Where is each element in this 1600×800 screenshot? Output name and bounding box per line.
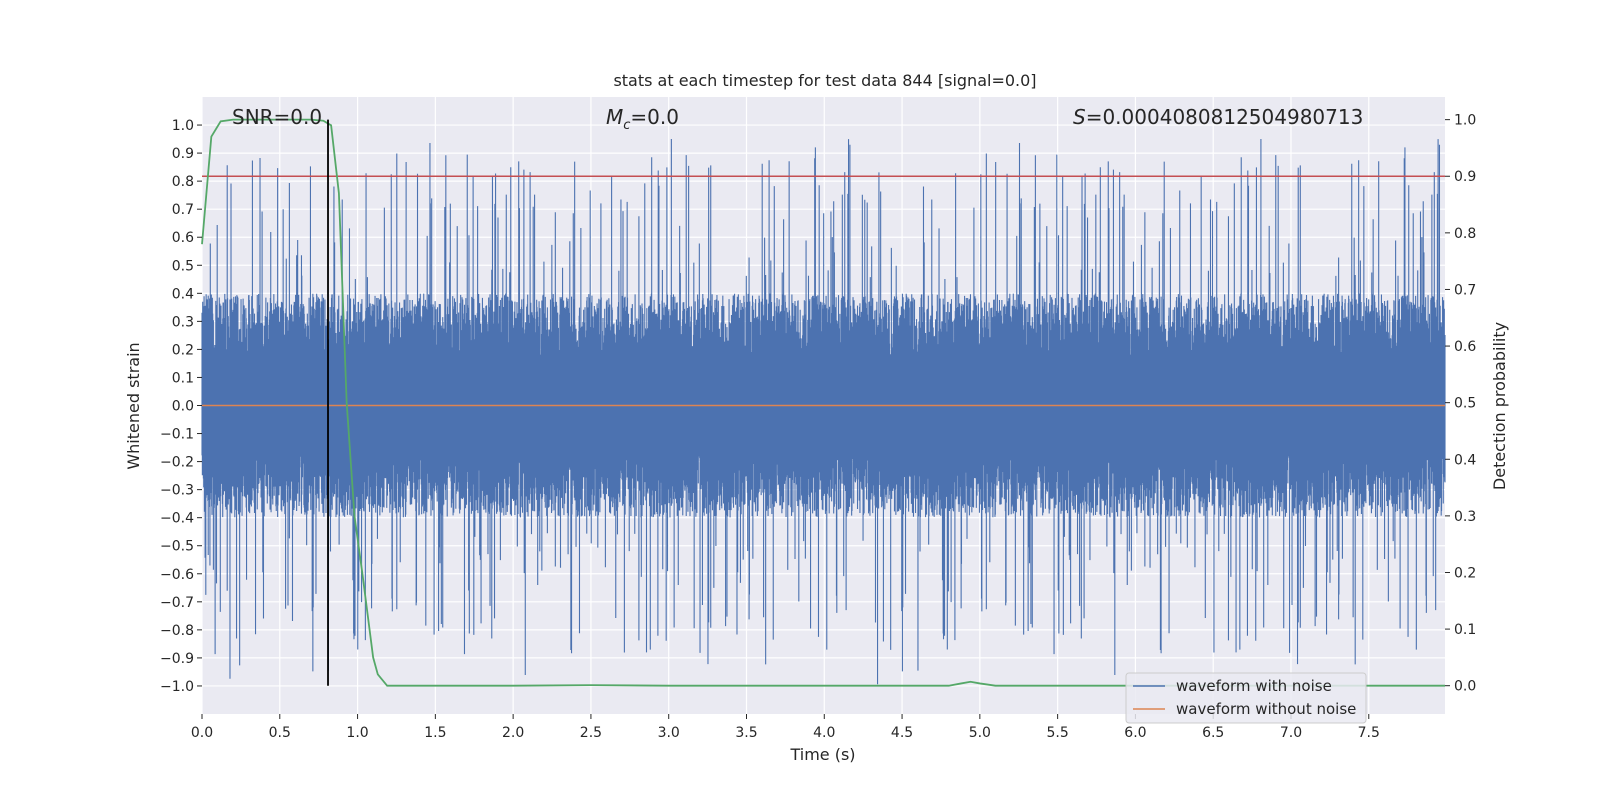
x-tick-label: 0.0 <box>191 725 213 741</box>
y-tick-label: −0.4 <box>160 511 194 527</box>
x-tick-label: 4.0 <box>813 725 835 741</box>
y-tick-label: −0.7 <box>160 595 194 611</box>
y2-axis-ticks: 1.0 0.9 0.8 0.7 0.6 0.5 0.4 0.3 0.2 0.1 0.0 <box>1445 113 1476 695</box>
y2-tick-label: 0.7 <box>1454 282 1476 298</box>
x-tick-label: 2.0 <box>502 725 524 741</box>
legend-label-noise: waveform with noise <box>1176 677 1332 695</box>
y-tick-label: 0.0 <box>172 399 194 415</box>
y2-tick-label: 0.9 <box>1454 169 1476 185</box>
chirp-mass-subscript: c <box>623 118 630 133</box>
y-tick-label: −0.9 <box>160 651 194 667</box>
y-tick-label: 0.5 <box>172 258 194 274</box>
x-tick-label: 5.0 <box>969 725 991 741</box>
y2-tick-label: 0.6 <box>1454 339 1476 355</box>
score-annotation: S=0.0004080812504980713 <box>1073 105 1363 129</box>
chart-title: stats at each timestep for test data 844… <box>613 71 1036 90</box>
y-tick-label: 0.2 <box>172 342 194 358</box>
y2-tick-label: 0.8 <box>1454 226 1476 242</box>
y2-tick-label: 0.2 <box>1454 565 1476 581</box>
y-tick-label: 0.8 <box>172 174 194 190</box>
y-tick-label: −0.6 <box>160 567 194 583</box>
y-tick-label: 0.7 <box>172 202 194 218</box>
x-tick-label: 2.5 <box>580 725 602 741</box>
x-tick-label: 3.0 <box>658 725 680 741</box>
chirp-mass-annotation: Mc=0.0 <box>606 105 679 133</box>
y-tick-label: −0.8 <box>160 623 194 639</box>
x-tick-label: 3.5 <box>735 725 757 741</box>
x-tick-label: 0.5 <box>269 725 291 741</box>
series-waveform-with-noise <box>201 138 1446 685</box>
overlay-series <box>201 118 1445 687</box>
y-tick-label: 0.1 <box>172 370 194 386</box>
y-tick-label: 1.0 <box>172 118 194 134</box>
x-tick-label: 1.5 <box>424 725 446 741</box>
x-axis-label: Time (s) <box>789 745 855 764</box>
y2-tick-label: 0.0 <box>1454 679 1476 695</box>
y2-tick-label: 1.0 <box>1454 113 1476 129</box>
score-value: =0.0004080812504980713 <box>1086 105 1364 129</box>
legend: waveform with noise waveform without noi… <box>1125 672 1367 724</box>
legend-label-clean: waveform without noise <box>1176 700 1356 718</box>
x-tick-label: 7.5 <box>1358 725 1380 741</box>
y-tick-label: 0.4 <box>172 286 194 302</box>
legend-box <box>1125 672 1367 724</box>
y-tick-label: −0.3 <box>160 483 194 499</box>
y-tick-label: −0.2 <box>160 455 194 471</box>
y2-tick-label: 0.4 <box>1454 452 1476 468</box>
x-axis-ticks: 0.0 0.5 1.0 1.5 2.0 2.5 3.0 3.5 4.0 4.5 5.0 5.5 6.0 6… <box>191 714 1380 741</box>
x-tick-label: 5.5 <box>1046 725 1068 741</box>
score-symbol: S <box>1073 105 1086 129</box>
y-tick-label: −0.5 <box>160 539 194 555</box>
noise-waveform-path <box>201 138 1446 685</box>
x-tick-label: 7.0 <box>1280 725 1302 741</box>
x-tick-label: 1.0 <box>346 725 368 741</box>
y2-tick-label: 0.5 <box>1454 396 1476 412</box>
y-tick-label: −1.0 <box>160 679 194 695</box>
y-axis-ticks: 1.0 0.9 0.8 0.7 0.6 0.5 0.4 0.3 0.2 0.1 0.0 −0.1 −0.… <box>160 118 202 695</box>
y-tick-label: 0.6 <box>172 230 194 246</box>
x-tick-label: 6.5 <box>1202 725 1224 741</box>
y2-tick-label: 0.1 <box>1454 622 1476 638</box>
detection-probability-line <box>201 118 1445 687</box>
y-tick-label: 0.9 <box>172 146 194 162</box>
snr-annotation: SNR=0.0 <box>232 105 322 129</box>
x-tick-label: 6.0 <box>1124 725 1146 741</box>
y2-axis-label: Detection probability <box>1490 322 1509 490</box>
x-tick-label: 4.5 <box>891 725 913 741</box>
y-axis-label: Whitened strain <box>124 342 143 469</box>
chirp-mass-value: =0.0 <box>630 105 679 129</box>
chirp-mass-symbol: M <box>606 105 623 129</box>
y-tick-label: 0.3 <box>172 314 194 330</box>
y-tick-label: −0.1 <box>160 427 194 443</box>
y2-tick-label: 0.3 <box>1454 509 1476 525</box>
